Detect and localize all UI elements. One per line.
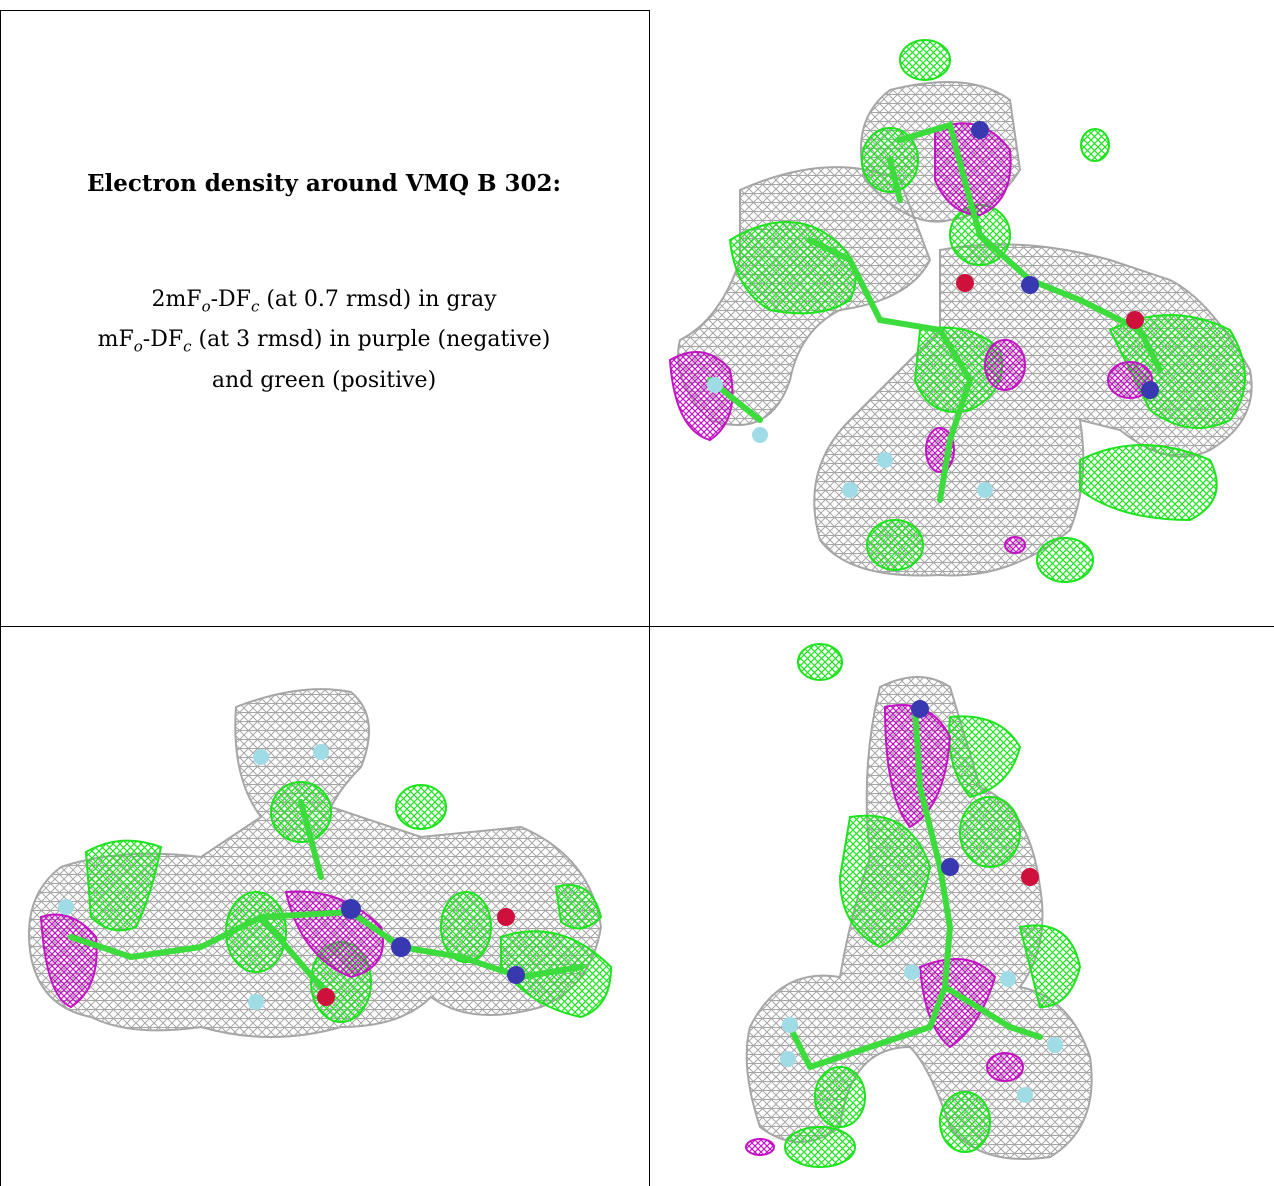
- oxygen-atom: [497, 908, 515, 926]
- ligand-model: [780, 700, 1063, 1103]
- fluorine-atom: [1017, 1087, 1033, 1103]
- fluorine-atom: [707, 377, 723, 393]
- fluorine-atom: [877, 452, 893, 468]
- nitrogen-atom: [1141, 381, 1159, 399]
- fluorine-atom: [842, 482, 858, 498]
- density-2fofc-mesh: [745, 676, 1093, 1160]
- fluorine-atom: [253, 749, 269, 765]
- border-left: [0, 10, 1, 1186]
- fluorine-atom: [313, 744, 329, 760]
- legend-text: 2mFo-DFc (at 0.7 rmsd) in gray mFo-DFc (…: [0, 283, 648, 397]
- fluorine-atom: [1000, 971, 1016, 987]
- fluorine-atom: [782, 1017, 798, 1033]
- fluorine-atom: [248, 994, 264, 1010]
- density-panel-top-right: [650, 0, 1274, 626]
- fluorine-atom: [904, 964, 920, 980]
- nitrogen-atom: [341, 899, 361, 919]
- density-panel-bottom-left: [1, 627, 649, 1186]
- nitrogen-atom: [507, 966, 525, 984]
- density-positive-mesh: [784, 643, 1082, 1168]
- divider-horizontal: [0, 626, 1274, 627]
- nitrogen-atom: [941, 858, 959, 876]
- fluorine-atom: [58, 899, 74, 915]
- legend-line-2fofc: 2mFo-DFc (at 0.7 rmsd) in gray: [151, 287, 497, 316]
- legend-line-positive: and green (positive): [211, 367, 437, 393]
- caption-cell: Electron density around VMQ B 302: 2mFo-…: [0, 0, 648, 626]
- fluorine-atom: [1047, 1037, 1063, 1053]
- legend-line-fofc: mFo-DFc (at 3 rmsd) in purple (negative): [97, 327, 551, 356]
- density-panel-bottom-right: [650, 627, 1274, 1186]
- fluorine-atom: [752, 427, 768, 443]
- fluorine-atom: [780, 1051, 796, 1067]
- oxygen-atom: [1126, 311, 1144, 329]
- molecule-view-2: [28, 688, 613, 1038]
- oxygen-atom: [1021, 868, 1039, 886]
- divider-vertical: [649, 10, 650, 1186]
- figure-title: Electron density around VMQ B 302:: [86, 170, 562, 197]
- nitrogen-atom: [971, 121, 989, 139]
- fluorine-atom: [977, 482, 993, 498]
- oxygen-atom: [956, 274, 974, 292]
- molecule-view-1: [668, 39, 1253, 583]
- nitrogen-atom: [391, 937, 411, 957]
- molecule-view-3: [745, 643, 1093, 1168]
- nitrogen-atom: [911, 700, 929, 718]
- ligand-model: [58, 744, 584, 1010]
- border-top: [0, 10, 650, 11]
- nitrogen-atom: [1021, 276, 1039, 294]
- ligand-model: [707, 121, 1163, 503]
- oxygen-atom: [317, 988, 335, 1006]
